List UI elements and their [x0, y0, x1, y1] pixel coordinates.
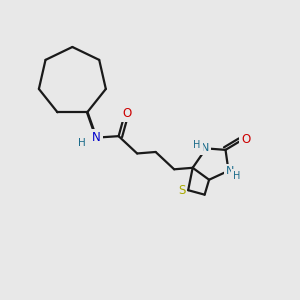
- Text: N: N: [92, 131, 100, 144]
- Text: O: O: [122, 107, 132, 120]
- Text: O: O: [241, 133, 250, 146]
- Text: H: H: [233, 171, 241, 181]
- Text: H: H: [194, 140, 201, 150]
- Text: N: N: [226, 166, 234, 176]
- Text: S: S: [178, 184, 185, 197]
- Text: N: N: [200, 143, 209, 153]
- Text: H: H: [78, 138, 86, 148]
